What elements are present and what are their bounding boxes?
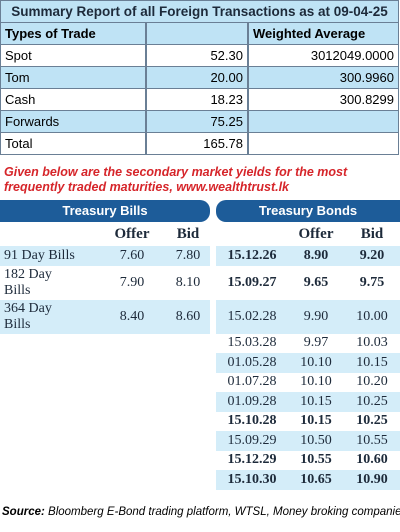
bond-row-band (216, 299, 400, 334)
bond-date: 15.03.28 (227, 335, 277, 351)
bond-bid: 9.75 (359, 274, 385, 290)
bill-bid: 8.60 (175, 308, 201, 324)
bond-offer: 10.50 (300, 432, 332, 448)
bond-row-band (216, 431, 400, 451)
bond-date: 15.02.28 (227, 308, 277, 324)
bond-offer: 10.10 (300, 374, 332, 390)
bond-bid: 10.55 (356, 432, 388, 448)
header-cell (146, 22, 248, 45)
bond-bid: 10.20 (356, 374, 388, 390)
column-header: Offer (298, 226, 334, 242)
bond-bid: 9.20 (359, 247, 385, 263)
bond-offer: 9.97 (303, 335, 329, 351)
summary-cell: 300.8299 (248, 88, 399, 111)
bill-row-band (0, 265, 210, 300)
header-cell: Weighted Average (248, 22, 399, 45)
empty-cell (248, 132, 399, 155)
bond-row-band (216, 246, 400, 266)
summary-cell: Tom (0, 66, 146, 89)
bond-row-band (216, 265, 400, 300)
source: Source: Bloomberg E-Bond trading platfor… (2, 506, 400, 518)
source-text: Bloomberg E-Bond trading platform, WTSL,… (44, 506, 400, 518)
source-label: Source: (2, 506, 45, 518)
bill-offer: 8.40 (119, 308, 145, 324)
bond-bid: 10.15 (356, 354, 388, 370)
bond-date: 15.10.28 (227, 413, 277, 429)
summary-title: Summary Report of all Foreign Transactio… (0, 0, 399, 23)
summary-cell: Forwards (0, 110, 146, 133)
bill-row-band (0, 246, 210, 266)
summary-cell: 75.25 (146, 110, 248, 133)
summary-cell: 165.78 (146, 132, 248, 155)
bill-label: 182 Day Bills (4, 266, 52, 298)
bill-offer: 7.60 (119, 247, 145, 263)
bond-row-band (216, 470, 400, 490)
bond-row-band (216, 353, 400, 373)
column-header: Bid (176, 226, 200, 242)
bond-date: 01.07.28 (227, 374, 277, 390)
bond-row-band (216, 372, 400, 392)
column-header: Bid (360, 226, 384, 242)
bill-bid: 8.10 (175, 274, 201, 290)
bond-row-band (216, 450, 400, 470)
bond-date: 15.12.29 (227, 452, 277, 468)
bond-bid: 10.03 (356, 335, 388, 351)
bill-bid: 7.80 (175, 247, 201, 263)
summary-cell: 20.00 (146, 66, 248, 89)
empty-cell (248, 110, 399, 133)
summary-cell: Total (0, 132, 146, 155)
header-cell: Types of Trade (0, 22, 146, 45)
bond-offer: 9.65 (303, 274, 329, 290)
bond-offer: 10.55 (300, 452, 332, 468)
bond-offer: 10.15 (300, 413, 332, 429)
summary-cell: 52.30 (146, 44, 248, 67)
summary-cell: 300.9960 (248, 66, 399, 89)
bill-offer: 7.90 (119, 274, 145, 290)
bonds-title: Treasury Bonds (216, 200, 400, 222)
bond-row-band (216, 333, 400, 353)
bond-bid: 10.00 (356, 308, 388, 324)
bond-bid: 10.25 (356, 413, 388, 429)
note: Given below are the secondary market yie… (4, 165, 348, 194)
bond-bid: 10.60 (356, 452, 388, 468)
bond-bid: 10.25 (356, 393, 388, 409)
bond-offer: 8.90 (303, 247, 329, 263)
bond-row-band (216, 392, 400, 412)
bond-row-band (216, 411, 400, 431)
bond-date: 15.09.29 (227, 432, 277, 448)
bond-bid: 10.90 (356, 471, 388, 487)
bond-offer: 10.65 (300, 471, 332, 487)
bond-date: 15.12.26 (227, 247, 277, 263)
bond-offer: 10.15 (300, 393, 332, 409)
bill-label: 364 Day Bills (4, 300, 52, 332)
summary-cell: 3012049.0000 (248, 44, 399, 67)
bills-title: Treasury Bills (0, 200, 210, 222)
summary-cell: Cash (0, 88, 146, 111)
summary-cell: 18.23 (146, 88, 248, 111)
yields-table: Treasury Bills Treasury Bonds Offer Bid Offe… (0, 198, 400, 498)
bill-label: 91 Day Bills (4, 247, 75, 263)
bill-row-band (0, 299, 210, 334)
bond-offer: 9.90 (303, 308, 329, 324)
bond-date: 01.05.28 (227, 354, 277, 370)
bond-date: 01.09.28 (227, 393, 277, 409)
bond-date: 15.09.27 (227, 274, 277, 290)
bond-offer: 10.10 (300, 354, 332, 370)
summary-table: Summary Report of all Foreign Transactio… (0, 0, 400, 156)
column-header: Offer (114, 226, 150, 242)
summary-cell: Spot (0, 44, 146, 67)
bond-date: 15.10.30 (227, 471, 277, 487)
